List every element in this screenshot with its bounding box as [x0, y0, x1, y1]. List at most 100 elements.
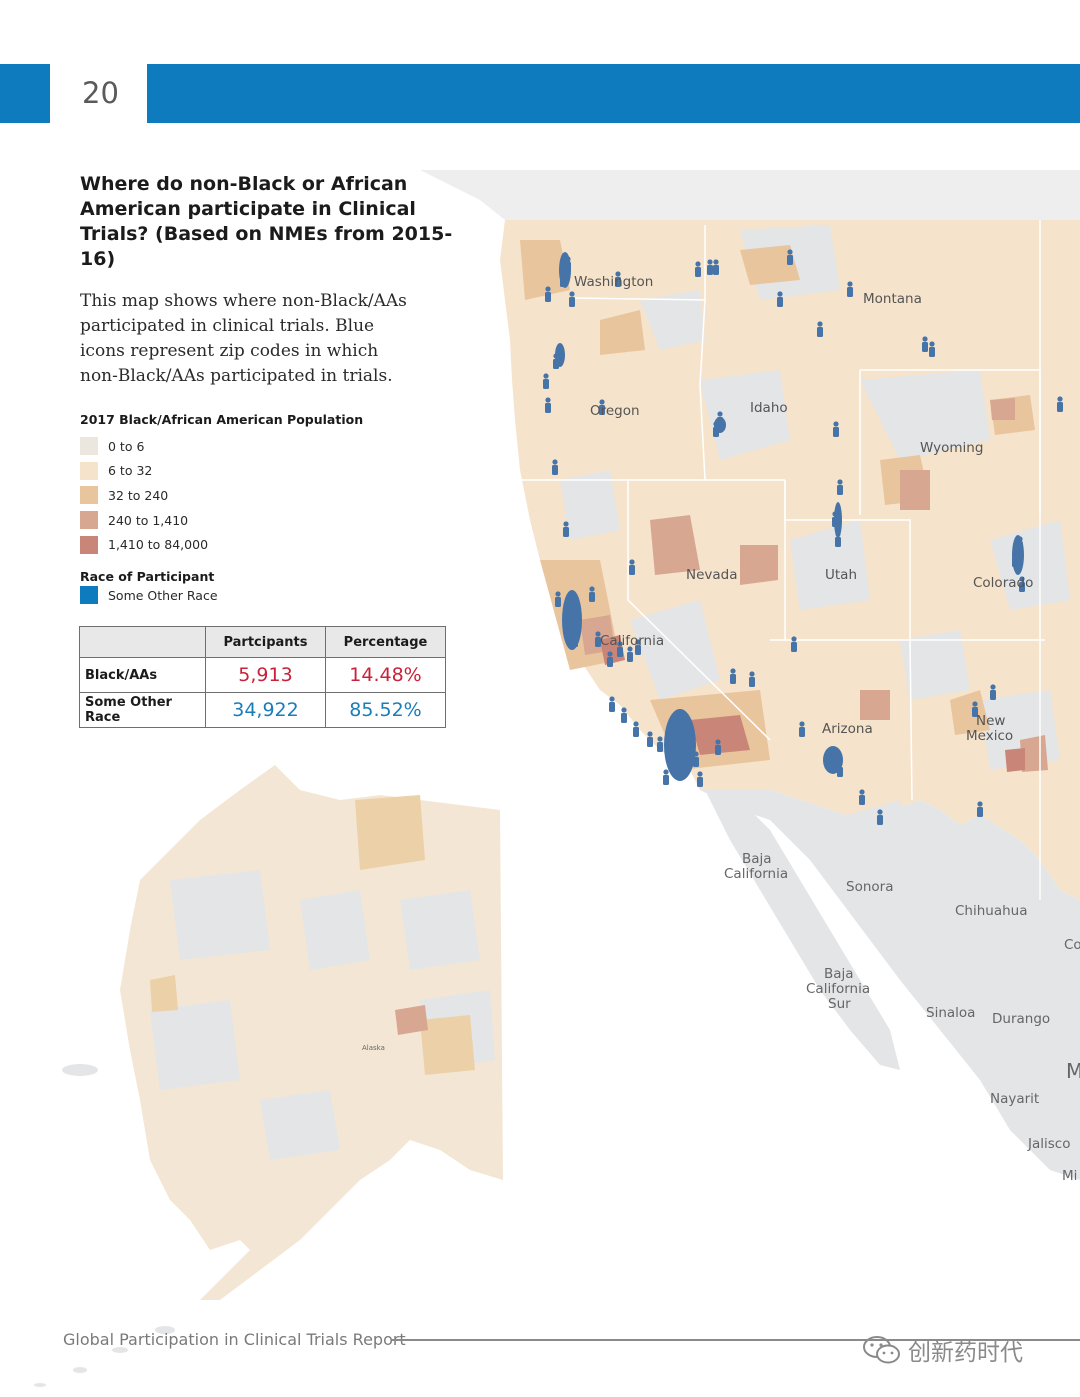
- person-icon: [647, 731, 653, 747]
- race-legend-title: Race of Participant: [80, 569, 215, 584]
- label-idaho: Idaho: [750, 400, 788, 416]
- participant-cluster: [834, 502, 842, 538]
- person-icon: [695, 261, 701, 277]
- page-number: 20: [82, 76, 119, 110]
- person-icon: [629, 559, 635, 575]
- table-row: Some Other Race 34,922 85.52%: [79, 692, 446, 728]
- label-bcs-3: Sur: [828, 996, 851, 1012]
- person-icon: [749, 671, 755, 687]
- legend-swatch: [80, 437, 98, 456]
- label-mi: Mi: [1062, 1168, 1077, 1184]
- person-icon: [859, 789, 865, 805]
- table-row: Black/AAs 5,913 14.48%: [79, 657, 446, 693]
- person-icon: [545, 286, 551, 302]
- person-icon: [817, 321, 823, 337]
- legend-item: 32 to 240: [80, 483, 208, 508]
- person-icon: [621, 707, 627, 723]
- watermark: 创新药时代: [862, 1333, 1023, 1367]
- person-icon: [713, 259, 719, 275]
- participant-cluster: [1012, 535, 1024, 575]
- alaska-mid-patches: [150, 795, 475, 1075]
- race-legend-item: Some Other Race: [80, 586, 218, 604]
- legend-item: 0 to 6: [80, 434, 208, 459]
- label-baja-1: Baja: [742, 851, 772, 867]
- person-icon: [635, 639, 641, 655]
- alaska-high-patch: [395, 1005, 428, 1035]
- person-icon: [607, 651, 613, 667]
- label-sonora: Sonora: [846, 879, 893, 895]
- label-wyoming: Wyoming: [920, 440, 983, 456]
- mexico-labels: Baja California Sonora Chihuahua Baja Ca…: [724, 851, 1080, 1184]
- person-icon: [1057, 396, 1063, 412]
- legend-swatch: [80, 535, 98, 554]
- person-icon: [833, 421, 839, 437]
- table-header-cell: Percentage: [325, 626, 446, 658]
- participant-cluster: [559, 252, 571, 288]
- label-sinaloa: Sinaloa: [926, 1005, 975, 1021]
- participant-cluster: [555, 343, 565, 367]
- legend-item: 6 to 32: [80, 459, 208, 484]
- label-washington: Washington: [574, 274, 653, 290]
- label-arizona: Arizona: [822, 721, 873, 737]
- label-california: California: [600, 633, 664, 649]
- person-icon: [663, 769, 669, 785]
- footer-text: Global Participation in Clinical Trials …: [63, 1330, 406, 1349]
- table-cell-percentage: 14.48%: [325, 657, 446, 693]
- person-icon: [877, 809, 883, 825]
- footer-divider: [392, 1339, 1080, 1341]
- legend-label: 1,410 to 84,000: [108, 537, 209, 553]
- person-icon: [569, 291, 575, 307]
- table-header-cell: [79, 626, 206, 658]
- label-colorado: Colorado: [973, 575, 1033, 591]
- race-swatch: [80, 586, 98, 604]
- label-alaska: Alaska: [362, 1044, 385, 1052]
- person-icon: [977, 801, 983, 817]
- label-co: Co: [1064, 937, 1080, 953]
- person-icon: [589, 586, 595, 602]
- legend-label: 0 to 6: [108, 438, 145, 454]
- baja-peninsula: [705, 790, 900, 1070]
- person-icon: [847, 281, 853, 297]
- person-icon: [609, 696, 615, 712]
- person-icon: [599, 399, 605, 415]
- label-nayarit: Nayarit: [990, 1091, 1039, 1107]
- canada-land: [420, 170, 1080, 220]
- legend-swatch: [80, 486, 98, 505]
- legend-title: 2017 Black/African American Population: [80, 412, 364, 427]
- participant-cluster: [664, 709, 696, 781]
- legend-label: 240 to 1,410: [108, 512, 189, 528]
- table-header-row: Partcipants Percentage: [79, 626, 446, 658]
- person-icon: [791, 636, 797, 652]
- population-legend: 0 to 6 6 to 32 32 to 240 240 to 1,410 1,…: [80, 434, 208, 557]
- participant-cluster: [714, 417, 726, 433]
- person-icon: [972, 701, 978, 717]
- mexico-landmass: [700, 790, 1080, 1180]
- label-baja-2: California: [724, 866, 788, 882]
- legend-swatch: [80, 511, 98, 530]
- person-icon: [617, 641, 623, 657]
- legend-swatch: [80, 461, 98, 480]
- participant-cluster: [823, 746, 843, 774]
- participants-table: Partcipants Percentage Black/AAs 5,913 1…: [79, 626, 446, 728]
- state-labels: Washington Montana Oregon Idaho Wyoming …: [362, 274, 1033, 1052]
- table-row-label: Black/AAs: [79, 657, 206, 693]
- wechat-icon: [863, 1336, 900, 1364]
- person-icon: [799, 721, 805, 737]
- person-icon: [543, 373, 549, 389]
- header-bar-left: [0, 64, 50, 123]
- person-icon: [730, 668, 736, 684]
- map-description: This map shows where non-Black/AAs parti…: [80, 291, 407, 386]
- person-icon: [990, 684, 996, 700]
- label-chihuahua: Chihuahua: [955, 903, 1028, 919]
- label-oregon: Oregon: [590, 403, 640, 419]
- person-icon: [787, 249, 793, 265]
- label-bcs-2: California: [806, 981, 870, 997]
- label-montana: Montana: [863, 291, 922, 307]
- person-icon: [552, 459, 558, 475]
- person-icon: [929, 341, 935, 357]
- table-cell-percentage: 85.52%: [325, 692, 446, 728]
- alaska-low-patches: [150, 870, 495, 1160]
- person-icon: [657, 736, 663, 752]
- label-durango: Durango: [992, 1011, 1050, 1027]
